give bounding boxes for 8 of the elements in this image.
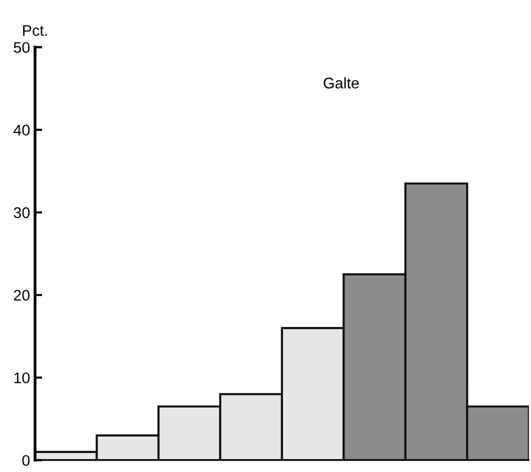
y-tick-label: 40 [14,124,30,136]
text: Galte [324,77,359,88]
y-axis-title: Pct. [23,25,47,36]
y-tick-label: 30 [14,207,30,218]
y-tick-label: 0 [22,455,30,466]
y-tick-label: 50 [14,42,30,53]
y-tick-label: 20 [14,290,30,301]
y-tick-label: 10 [14,372,30,384]
